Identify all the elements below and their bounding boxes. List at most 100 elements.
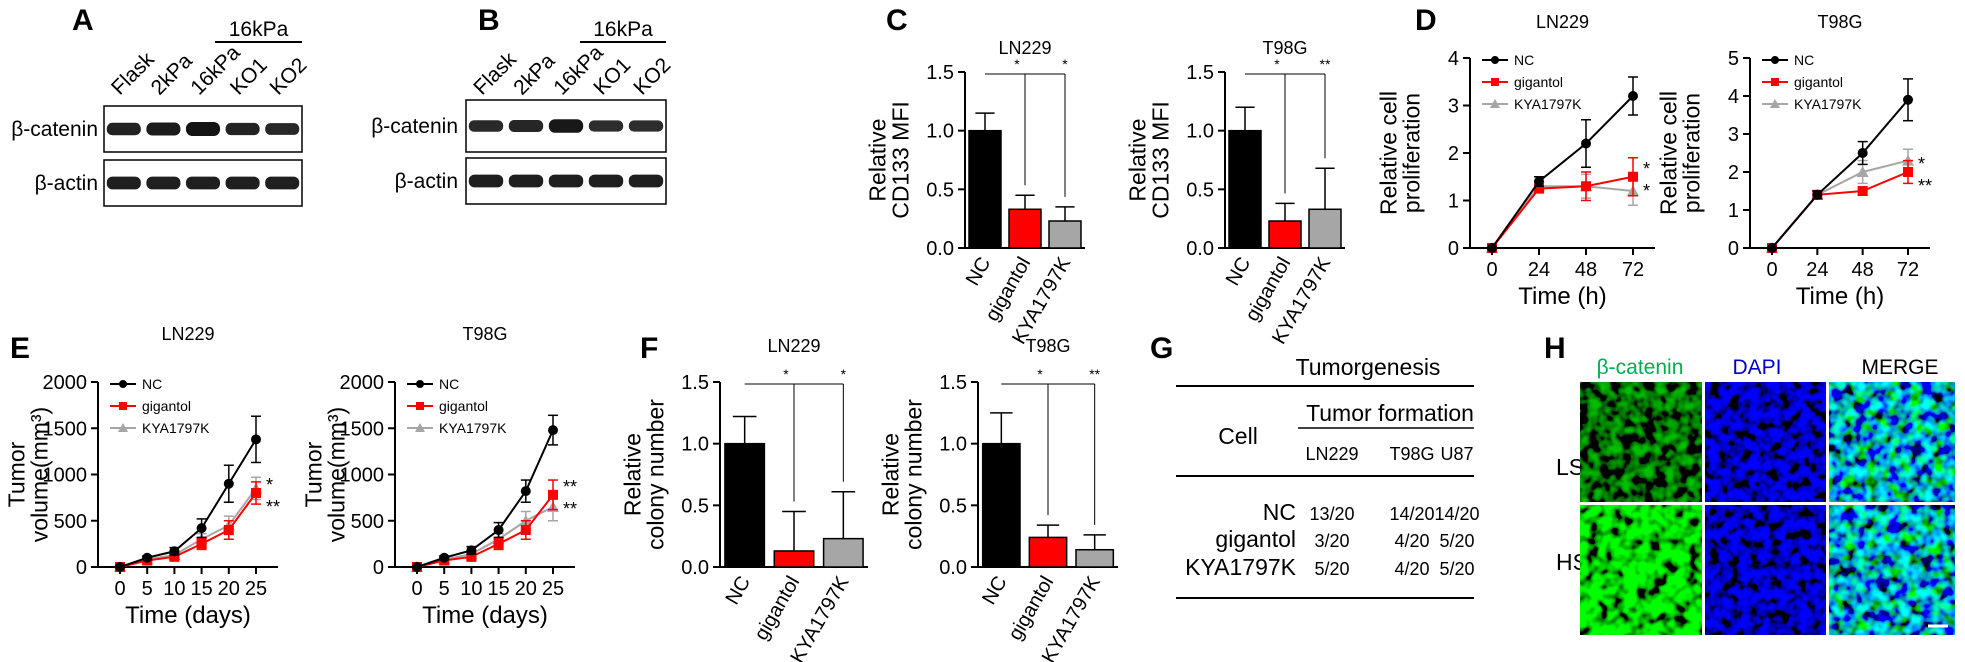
data-point (493, 525, 504, 535)
data-point (439, 552, 450, 563)
legend-marker (118, 423, 128, 432)
micro-row-label: LS (1556, 454, 1584, 480)
y-axis-label: RelativeCD133 MFI (1125, 101, 1174, 219)
blot-band (146, 176, 181, 190)
bar (1048, 220, 1082, 249)
table-cell: 5/20 (1439, 531, 1474, 551)
y-tick-label: 1000 (43, 465, 88, 487)
y-tick-label: 1.0 (939, 434, 967, 456)
y-axis-label-group: Relative cellproliferation (1376, 91, 1425, 215)
data-point (196, 538, 207, 549)
y-tick-label: 0.5 (939, 495, 967, 517)
bar (822, 537, 864, 568)
bar (1308, 208, 1342, 249)
panel-letter-a: A (72, 4, 94, 37)
legend-label: KYA1797K (142, 420, 210, 436)
data-point (466, 545, 477, 556)
y-tick-label: 5 (1728, 48, 1739, 70)
bar (773, 550, 815, 568)
data-point (1487, 243, 1497, 253)
data-point (169, 551, 180, 562)
legend-marker (1491, 56, 1499, 64)
x-tick-label: 15 (487, 578, 509, 600)
series-line (1771, 99, 1909, 249)
chart-title: LN229 (998, 38, 1051, 58)
micrograph-beta-catenin-hs-signal (1580, 505, 1702, 635)
micrograph-merge-ls-signal (1829, 382, 1955, 502)
micro-col-label: DAPI (1732, 356, 1781, 379)
lane-label: KO2 (265, 54, 311, 100)
panel-letter-c: C (886, 4, 908, 37)
data-point (493, 538, 504, 549)
y-axis-label-group: Relative cellproliferation (1656, 91, 1705, 215)
series-line (416, 494, 554, 568)
legend-marker (119, 380, 127, 388)
y-tick-label: 1000 (340, 465, 385, 487)
y-tick-label: 4 (1728, 86, 1739, 108)
bar (981, 442, 1021, 568)
bar (1075, 548, 1115, 568)
legend-label: NC (439, 376, 459, 392)
blot-band (508, 120, 544, 132)
table-group-header: Tumor formation (1306, 400, 1474, 426)
data-point (251, 488, 261, 498)
blot-band (265, 123, 300, 135)
data-point (1767, 243, 1777, 253)
y-tick-label: 0.5 (926, 179, 954, 201)
y-tick-label: 2000 (340, 372, 385, 394)
y-axis-label-group: Tumorvolume(mm³) (4, 407, 53, 542)
chart-title: LN229 (1536, 12, 1589, 32)
micrograph-dapi-hs-signal (1705, 505, 1826, 635)
sig-star: * (783, 366, 789, 382)
legend-marker (1771, 78, 1779, 86)
chart-title: LN229 (767, 336, 820, 356)
blot-row-label: β-actin (35, 172, 98, 195)
blot-band (548, 119, 584, 133)
lane-label: 2kPa (147, 49, 197, 99)
series-line (1491, 95, 1634, 249)
y-tick-label: 1500 (340, 418, 385, 440)
micro-col-label: MERGE (1861, 356, 1938, 379)
panel-letter-e: E (10, 332, 30, 365)
blot-band (588, 174, 624, 188)
blot-band (106, 176, 141, 190)
sig-star: * (1062, 56, 1068, 72)
table-row-header: Cell (1218, 423, 1258, 449)
data-point (223, 525, 234, 535)
y-tick-label: 4 (1448, 48, 1459, 70)
y-tick-label: 2 (1728, 162, 1739, 184)
micrograph-panel: β-catenin DAPI MERGE LS HS (1556, 356, 1955, 635)
lane-label: 2kPa (509, 49, 559, 99)
table-cell: 14/20 (1434, 504, 1479, 524)
x-tick-label: 72 (1897, 259, 1919, 281)
legend-marker (1490, 99, 1500, 108)
data-point (548, 425, 558, 436)
blot-band (628, 174, 664, 188)
x-tick-label: 0 (411, 578, 422, 600)
sig-star: * (1037, 366, 1043, 382)
legend-marker (119, 402, 127, 410)
table-row-label: KYA1797K (1185, 554, 1296, 580)
bar (1008, 208, 1042, 249)
western-blot-b: 16kPaFlask2kPa16kPaKO1KO2β-cateninβ-acti… (371, 18, 675, 205)
y-axis-label: Relativecolony number (620, 399, 669, 550)
legend-label: KYA1797K (1794, 96, 1862, 112)
x-axis-label: Time (days) (422, 602, 548, 629)
legend-marker (416, 402, 424, 410)
y-tick-label: 3 (1448, 96, 1459, 118)
legend-label: gigantol (1514, 74, 1563, 90)
sig-star: ** (1918, 176, 1932, 196)
panel-letter-g: G (1150, 332, 1173, 365)
bar (1268, 220, 1302, 249)
data-point (1581, 181, 1591, 192)
table-cell: 13/20 (1309, 504, 1354, 524)
series-line (119, 492, 257, 568)
data-point (520, 486, 531, 497)
y-tick-label: 0.0 (1186, 238, 1214, 260)
data-point (548, 489, 558, 500)
legend-marker (1771, 56, 1779, 64)
blot-band (628, 120, 664, 132)
y-axis-label-group: Tumorvolume(mm³) (301, 407, 350, 542)
